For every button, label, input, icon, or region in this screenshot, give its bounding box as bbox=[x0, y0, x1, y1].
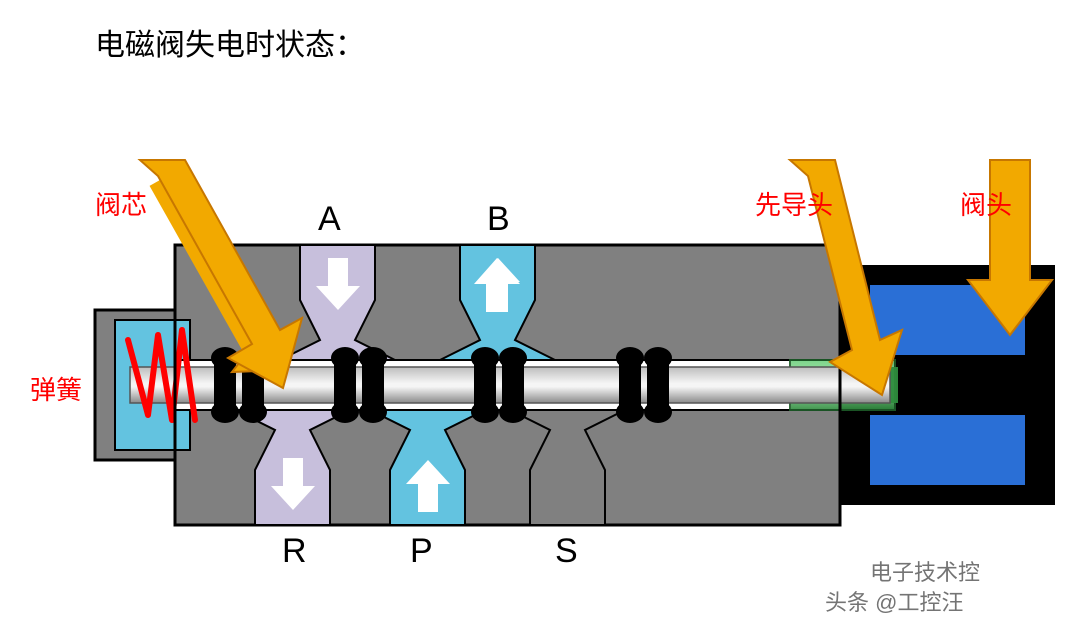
watermark-1: 电子技术控 bbox=[870, 555, 980, 587]
port-a-label: A bbox=[318, 200, 341, 239]
port-r-label: R bbox=[282, 532, 307, 571]
label-spring: 弹簧 bbox=[30, 370, 82, 407]
port-b-label: B bbox=[487, 200, 510, 239]
diagram-canvas: 电磁阀失电时状态： 阀芯 弹簧 先导头 阀头 A B R P S 电子技术控 头… bbox=[0, 0, 1080, 619]
label-head: 阀头 bbox=[960, 185, 1012, 222]
valve-diagram-svg bbox=[0, 0, 1080, 619]
watermark-2: 头条 @工控汪 bbox=[825, 585, 963, 617]
label-spool: 阀芯 bbox=[95, 185, 147, 222]
port-s-label: S bbox=[555, 532, 578, 571]
label-pilot: 先导头 bbox=[755, 185, 833, 222]
diagram-title: 电磁阀失电时状态： bbox=[95, 20, 365, 64]
port-p-label: P bbox=[410, 532, 433, 571]
